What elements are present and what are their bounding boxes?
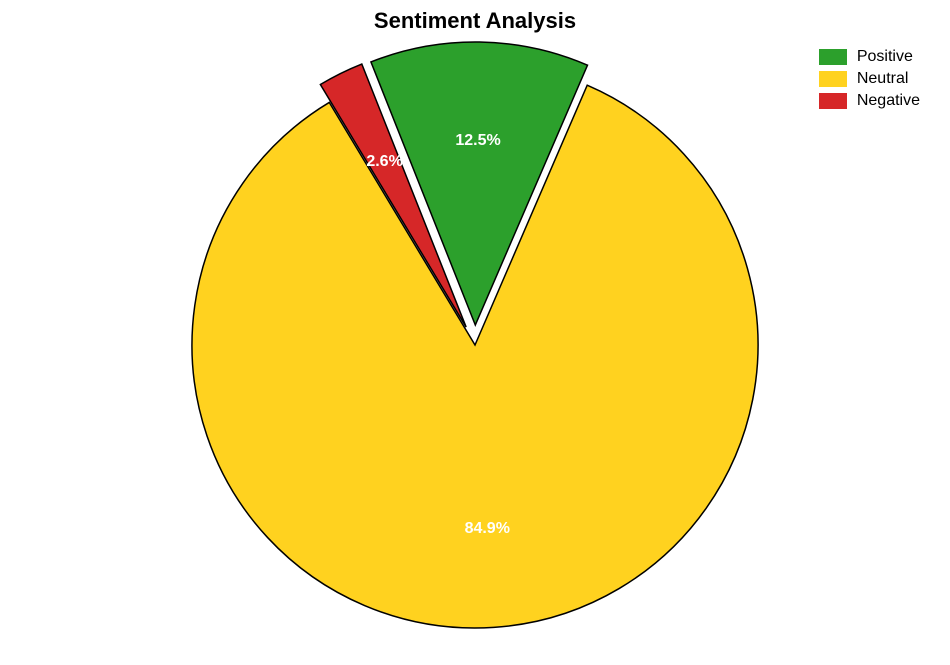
legend-item-neutral: Neutral <box>819 70 920 88</box>
slice-label-1: 12.5% <box>455 132 500 150</box>
legend-swatch-negative <box>819 93 847 109</box>
slice-label-2: 84.9% <box>465 520 510 538</box>
legend-label-neutral: Neutral <box>857 70 909 88</box>
legend-label-positive: Positive <box>857 48 913 66</box>
legend-item-positive: Positive <box>819 48 920 66</box>
pie-chart <box>0 40 950 640</box>
legend: Positive Neutral Negative <box>819 48 920 114</box>
chart-title: Sentiment Analysis <box>0 8 950 34</box>
chart-container: Sentiment Analysis Positive Neutral Nega… <box>0 0 950 662</box>
slice-label-0: 2.6% <box>366 153 402 171</box>
legend-swatch-neutral <box>819 71 847 87</box>
legend-item-negative: Negative <box>819 92 920 110</box>
legend-swatch-positive <box>819 49 847 65</box>
legend-label-negative: Negative <box>857 92 920 110</box>
